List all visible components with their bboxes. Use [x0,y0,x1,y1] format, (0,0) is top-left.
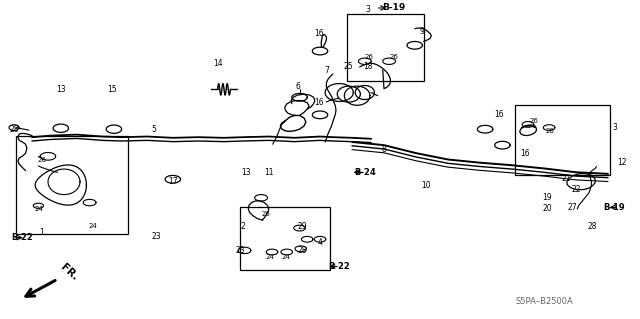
Text: 14: 14 [212,59,223,68]
Text: B-19: B-19 [604,203,625,212]
Text: 23: 23 [152,232,162,241]
Text: 20: 20 [542,204,552,213]
Text: 4: 4 [317,238,323,247]
Text: 28: 28 [10,125,19,134]
Text: FR.: FR. [59,262,79,282]
Text: 9: 9 [420,27,425,36]
Text: 1: 1 [39,228,44,237]
Text: 23: 23 [235,246,245,255]
Text: 24: 24 [88,224,97,229]
Text: 26: 26 [389,55,398,60]
Text: 18: 18 [364,63,372,71]
Text: 3: 3 [365,5,371,14]
Text: 2: 2 [241,222,246,231]
Text: 17: 17 [168,177,178,186]
Text: 21: 21 [562,174,571,183]
Text: 27: 27 [568,203,578,212]
Bar [347,14,424,81]
Text: 16: 16 [494,110,504,119]
Text: 10: 10 [420,181,431,189]
Text: 13: 13 [56,85,66,94]
Text: 16: 16 [314,29,324,38]
Text: B-22: B-22 [12,233,33,242]
Text: 19: 19 [542,193,552,202]
Text: 28: 28 [588,222,596,231]
Text: 15: 15 [107,85,117,94]
Text: 7: 7 [324,66,329,75]
Text: B-22: B-22 [328,262,350,271]
Text: 26: 26 [365,55,374,60]
Text: 29: 29 [297,222,307,231]
Bar [240,207,330,270]
Text: 26: 26 [37,157,46,162]
Text: 26: 26 [530,118,539,124]
Text: 26: 26 [261,211,270,217]
Text: 24: 24 [34,206,43,212]
Text: 11: 11 [264,168,273,177]
Text: 8: 8 [381,145,387,154]
Text: 6: 6 [295,82,300,91]
Bar [515,105,610,175]
Bar [16,136,128,234]
Text: 24: 24 [282,254,291,260]
Text: 26: 26 [546,128,555,134]
Text: 16: 16 [314,98,324,107]
Text: 16: 16 [520,149,530,158]
Text: 24: 24 [266,254,275,260]
Text: 5: 5 [151,125,156,134]
Text: 28: 28 [298,246,307,255]
Text: 3: 3 [612,123,617,132]
Text: 22: 22 [572,185,580,194]
Text: 25: 25 [344,63,354,71]
Text: 13: 13 [241,168,252,177]
Text: B-24: B-24 [354,168,376,177]
Text: B-19: B-19 [382,4,405,12]
Text: 12: 12 [618,158,627,167]
Text: S5PA–B2500A: S5PA–B2500A [515,297,573,306]
